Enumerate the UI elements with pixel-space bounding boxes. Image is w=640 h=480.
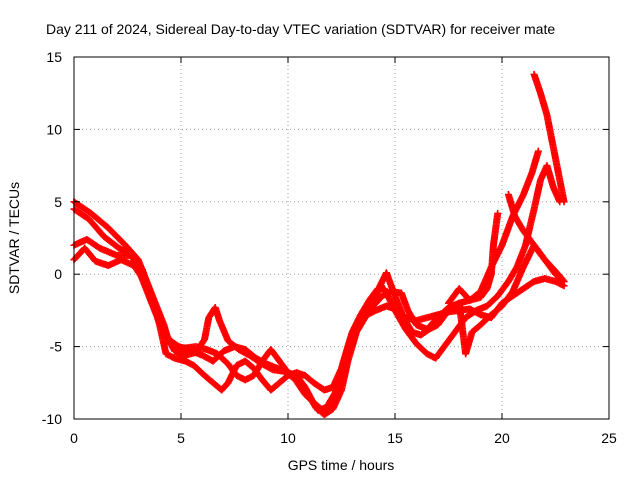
plot-frame (73, 56, 610, 420)
y-tick-label: -5 (50, 339, 63, 355)
data-series (70, 70, 568, 419)
chart-title: Day 211 of 2024, Sidereal Day-to-day VTE… (46, 21, 555, 37)
data-point-marker (494, 209, 502, 217)
data-point-marker (560, 198, 568, 206)
axis-ticks: 0 5 10 15 20 25 -10 -5 0 5 10 15 (42, 49, 617, 446)
x-tick-label: 20 (494, 430, 510, 446)
x-tick-label: 0 (70, 430, 78, 446)
data-point-marker (559, 277, 567, 285)
y-tick-label: -10 (42, 411, 62, 427)
x-tick-label: 15 (387, 430, 403, 446)
y-tick-label: 0 (54, 266, 62, 282)
x-tick-label: 10 (280, 430, 296, 446)
series-track-f (504, 191, 568, 285)
y-tick-label: 15 (46, 49, 62, 65)
series-track-g (530, 70, 568, 206)
series-track-d (70, 205, 568, 419)
data-point-marker (534, 147, 542, 155)
x-tick-label: 25 (601, 430, 617, 446)
data-point-marker (560, 277, 568, 285)
y-tick-label: 5 (54, 194, 62, 210)
y-tick-label: 10 (46, 121, 62, 137)
x-axis-label: GPS time / hours (288, 457, 395, 473)
x-tick-label: 5 (177, 430, 185, 446)
y-axis-label: SDTVAR / TECUs (6, 182, 22, 294)
